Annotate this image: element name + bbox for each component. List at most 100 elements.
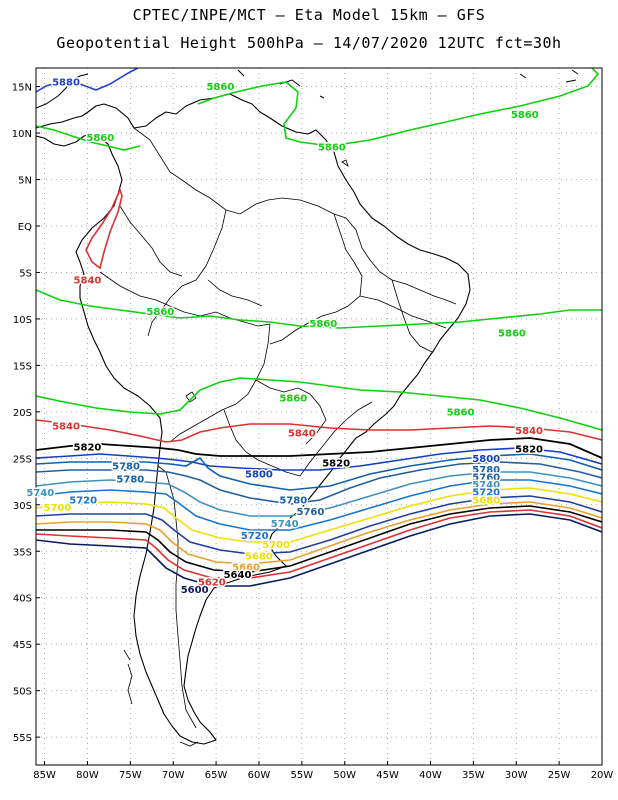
longitude-tick-label: 45W <box>376 770 399 781</box>
latitude-tick-label: 35S <box>13 547 32 558</box>
chart-title-line1: CPTEC/INPE/MCT – Eta Model 15km – GFS <box>132 6 486 24</box>
contour-5860-south <box>36 377 602 431</box>
longitude-tick-label: 35W <box>462 770 485 781</box>
contour-label-5740: 5740 <box>472 480 500 491</box>
contour-5700 <box>36 487 602 543</box>
contour-5720 <box>36 479 602 531</box>
contour-label-5720: 5720 <box>472 487 500 498</box>
contour-label-5800: 5800 <box>472 454 500 465</box>
contour-label-5780: 5780 <box>472 465 500 476</box>
contour-label-5640: 5640 <box>224 570 252 581</box>
longitude-tick-label: 65W <box>205 770 228 781</box>
contour-label-5840: 5840 <box>52 421 80 432</box>
latitude-tick-label: 10S <box>13 315 32 326</box>
contour-label-5860: 5860 <box>279 393 307 404</box>
contour-label-5860: 5860 <box>309 319 337 330</box>
contour-labels: 5880 5860 5860 5860 5860 5840 5860 5860 5860 5860… <box>25 76 545 597</box>
latitude-tick-label: 20S <box>13 408 32 419</box>
graticule <box>36 68 603 765</box>
contour-label-5880: 5880 <box>52 77 80 88</box>
contour-5860-central <box>36 289 602 329</box>
contour-label-5800: 5800 <box>245 470 273 481</box>
latitude-tick-label: 5S <box>19 268 32 279</box>
contour-label-5740: 5740 <box>26 488 54 499</box>
contour-label-5700: 5700 <box>262 540 290 551</box>
contour-label-5840: 5840 <box>74 275 102 286</box>
contour-5840-peru <box>85 187 123 270</box>
contour-lines <box>36 68 602 587</box>
caribbean-islands <box>237 69 579 99</box>
contour-5600 <box>36 513 602 587</box>
contour-label-5780: 5780 <box>112 461 140 472</box>
axis-tick-labels: 15N 10N 5N EQ 5S 10S 15S 20S 25S 30S 35S 40S 45S 50S 5… <box>12 83 614 781</box>
contour-label-5860: 5860 <box>86 133 114 144</box>
contour-label-5860: 5860 <box>146 307 174 318</box>
longitude-tick-label: 40W <box>419 770 442 781</box>
contour-5860-caribbean <box>36 125 141 151</box>
longitude-tick-label: 85W <box>33 770 56 781</box>
latitude-tick-label: 15N <box>12 83 32 94</box>
contour-label-5840: 5840 <box>288 429 316 440</box>
latitude-tick-label: 25S <box>13 454 32 465</box>
latitude-tick-label: 5N <box>18 176 32 187</box>
latitude-tick-label: 10N <box>12 129 32 140</box>
contour-label-5860: 5860 <box>206 82 234 93</box>
latitude-tick-label: 15S <box>13 361 32 372</box>
lake <box>185 159 349 403</box>
contour-5660 <box>36 501 602 565</box>
contour-label-5780: 5780 <box>279 496 307 507</box>
latitude-tick-label: 50S <box>13 687 32 698</box>
contour-label-5860: 5860 <box>318 142 346 153</box>
latitude-tick-label: 55S <box>13 733 32 744</box>
contour-label-5820: 5820 <box>322 458 350 469</box>
contour-label-5820: 5820 <box>515 445 543 456</box>
longitude-tick-label: 70W <box>162 770 185 781</box>
contour-5820 <box>36 437 602 459</box>
contour-label-5740: 5740 <box>271 519 299 530</box>
contour-label-5820: 5820 <box>74 443 102 454</box>
longitude-tick-label: 50W <box>333 770 356 781</box>
longitude-tick-label: 80W <box>76 770 99 781</box>
contour-label-5860: 5860 <box>511 110 539 121</box>
contour-label-5680: 5680 <box>245 551 273 562</box>
contour-5680 <box>36 495 602 555</box>
contour-5640 <box>36 505 602 573</box>
patagonia-islands <box>123 649 199 747</box>
contour-label-5780: 5780 <box>116 474 144 485</box>
contour-label-5860: 5860 <box>498 328 526 339</box>
latitude-tick-label: EQ <box>18 222 32 233</box>
contour-label-5620: 5620 <box>198 577 226 588</box>
latitude-tick-label: 45S <box>13 640 32 651</box>
contour-5840 <box>36 419 602 443</box>
map-layers <box>36 68 602 747</box>
contour-5780 <box>36 453 602 491</box>
longitude-tick-label: 60W <box>248 770 271 781</box>
contour-label-5860: 5860 <box>447 407 475 418</box>
contour-5800 <box>36 447 602 471</box>
contour-label-5840: 5840 <box>515 426 543 437</box>
contour-5620 <box>36 509 602 579</box>
longitude-tick-label: 55W <box>291 770 314 781</box>
longitude-tick-label: 25W <box>548 770 571 781</box>
contour-5740 <box>36 471 602 517</box>
latitude-tick-label: 40S <box>13 594 32 605</box>
contour-label-5700: 5700 <box>44 503 72 514</box>
contour-label-5600: 5600 <box>181 585 209 596</box>
contour-label-5760: 5760 <box>472 472 500 483</box>
contour-label-5680: 5680 <box>472 496 500 507</box>
map-frame <box>35 67 603 766</box>
contour-5880 <box>36 68 139 93</box>
chart-title-line2: Geopotential Height 500hPa – 14/07/2020 … <box>56 34 562 52</box>
central-america-coastline <box>36 73 89 109</box>
map-plot-area <box>36 68 602 765</box>
contour-label-5720: 5720 <box>69 496 97 507</box>
contour-label-5760: 5760 <box>297 507 325 518</box>
contour-5860-north <box>197 68 600 147</box>
contour-label-5720: 5720 <box>241 531 269 542</box>
latitude-tick-label: 30S <box>13 501 32 512</box>
longitude-tick-label: 20W <box>591 770 614 781</box>
contour-5760 <box>36 461 602 505</box>
longitude-tick-label: 75W <box>119 770 142 781</box>
contour-label-5660: 5660 <box>232 563 260 574</box>
